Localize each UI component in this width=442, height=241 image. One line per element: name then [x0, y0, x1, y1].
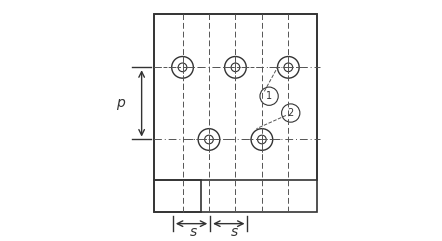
Text: s: s	[190, 225, 197, 239]
Bar	[154, 14, 317, 212]
Circle shape	[260, 87, 278, 105]
Text: 1: 1	[266, 91, 272, 101]
Text: p: p	[116, 96, 124, 110]
Circle shape	[282, 104, 300, 122]
Text: 2: 2	[288, 108, 294, 118]
Bar	[154, 180, 201, 212]
Bar	[154, 14, 317, 180]
Text: s: s	[231, 225, 238, 239]
